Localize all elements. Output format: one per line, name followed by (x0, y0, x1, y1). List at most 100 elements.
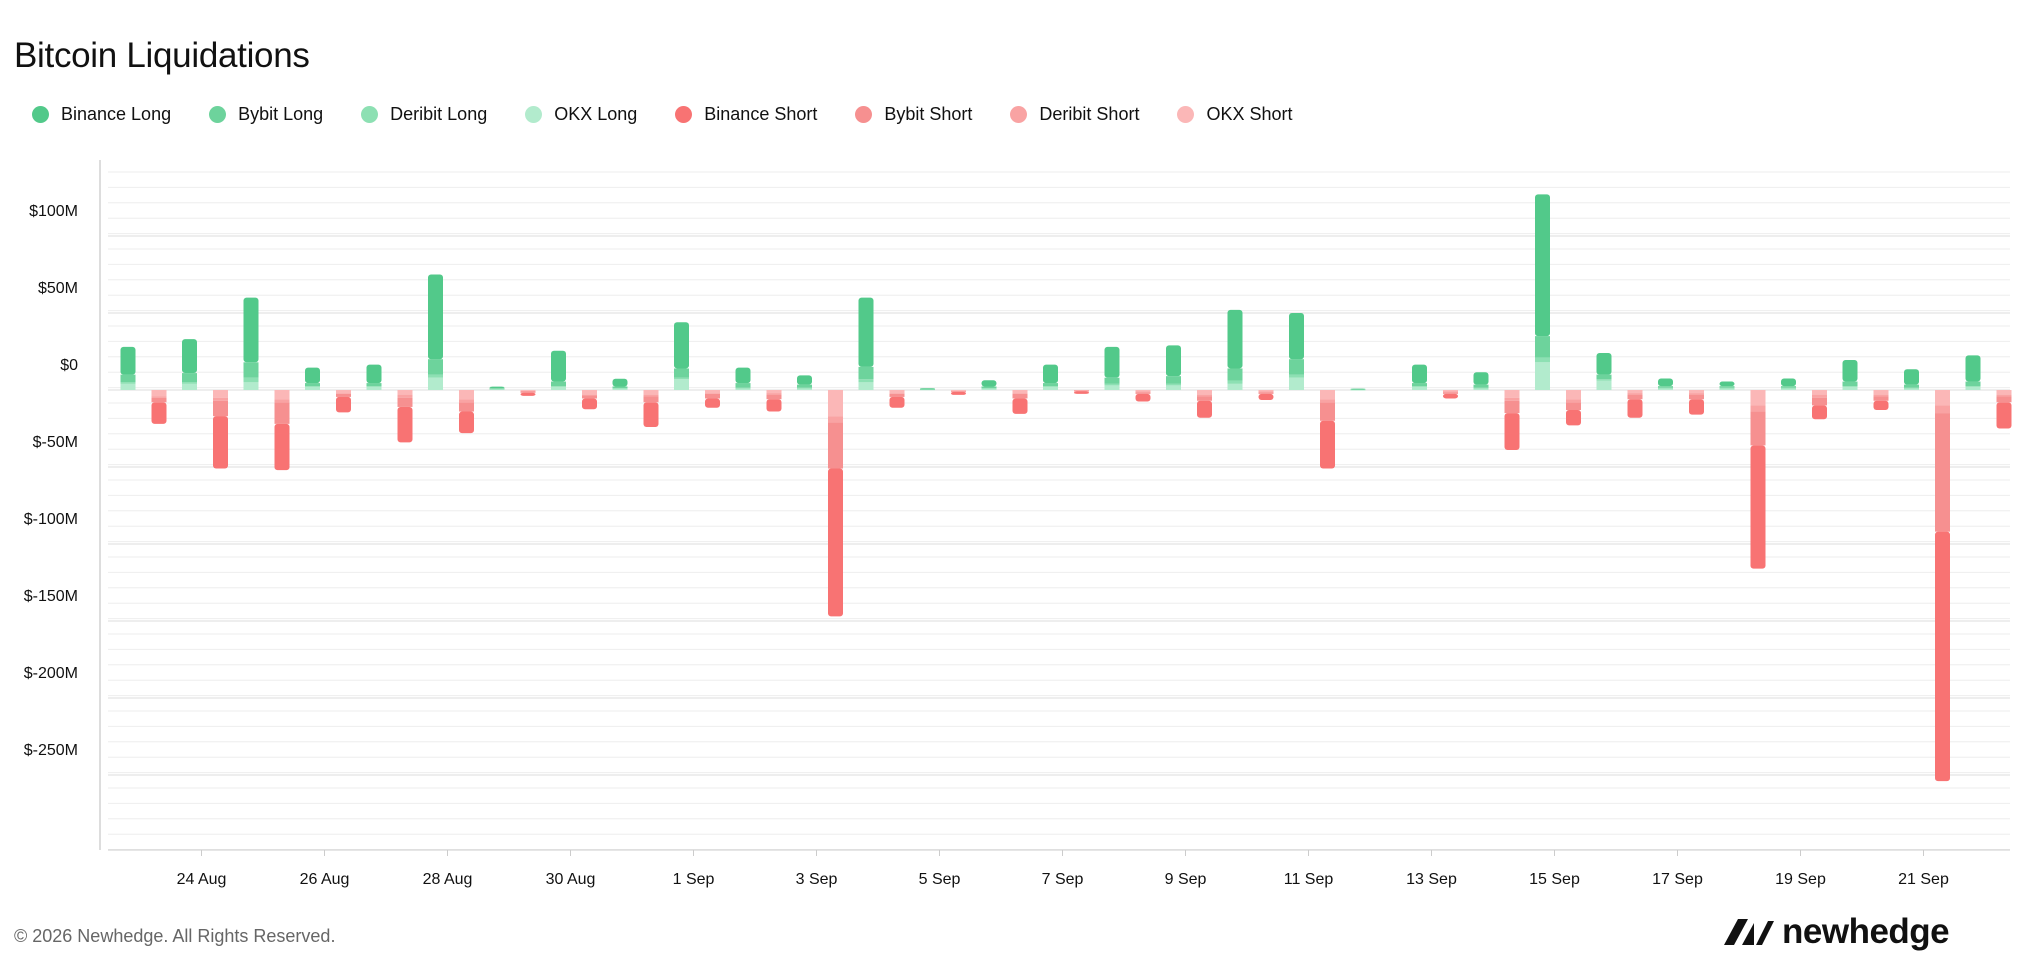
bar-segment (1750, 390, 1766, 406)
bar-segment (428, 359, 443, 375)
bar-segment (1719, 386, 1735, 388)
legend-label: Deribit Short (1039, 104, 1140, 124)
legend-item-okx-short[interactable]: OKX Short (1177, 104, 1293, 125)
bar-segment (520, 391, 536, 393)
bar-segment (1627, 393, 1643, 395)
bar-segment (1227, 368, 1243, 381)
x-tick-label: 9 Sep (1165, 871, 1207, 888)
bar-segment (1504, 397, 1520, 401)
bar-segment (1197, 390, 1212, 395)
bar-segment (1658, 388, 1673, 390)
bar-segment (274, 390, 290, 400)
bar-segment (1504, 400, 1520, 414)
bar-segment (705, 393, 720, 394)
legend-item-binance-short[interactable]: Binance Short (675, 104, 817, 125)
bar-segment (1566, 399, 1581, 403)
bar-segment (1104, 346, 1120, 378)
liquidations-chart: $100M $50M $0 $-50M $-100M $-150M $-200M $-250M… (24, 160, 2012, 888)
bar-segment (182, 373, 197, 383)
bar-segment (1227, 309, 1243, 369)
bar-segment (428, 274, 443, 360)
x-tick-label: 11 Sep (1284, 871, 1334, 888)
bar-segment (397, 406, 413, 443)
y-tick-label: $-100M (24, 511, 78, 528)
bar-segment (1842, 381, 1858, 387)
x-tick-label: 17 Sep (1652, 871, 1703, 888)
bar-segment (1596, 374, 1612, 380)
bar-segment (1627, 399, 1643, 418)
bar-segment (889, 393, 905, 394)
bar-segment (428, 377, 443, 390)
bar-segment (674, 377, 689, 380)
bar-segment (274, 423, 290, 471)
bar-segment (981, 387, 997, 389)
x-tick-label: 30 Aug (546, 871, 596, 888)
bar-segment (366, 386, 382, 390)
bar-segment (1473, 372, 1489, 385)
bar-segment (920, 388, 935, 390)
bar-segment (1873, 400, 1889, 411)
bar-segment (1350, 389, 1366, 390)
bar-segment (797, 375, 812, 385)
bar-segment (1443, 390, 1458, 392)
legend-item-deribit-short[interactable]: Deribit Short (1010, 104, 1139, 125)
bar-segment (1535, 194, 1550, 337)
legend-dot (32, 106, 49, 123)
bar-segment (1166, 385, 1181, 390)
bar-segment (1135, 392, 1151, 394)
bar-segment (1320, 420, 1335, 469)
bar-segment (1320, 390, 1335, 400)
legend-label: Bybit Long (238, 104, 324, 124)
bar-segment (1719, 381, 1735, 387)
legend-item-binance-long[interactable]: Binance Long (32, 104, 171, 125)
legend-dot (855, 106, 873, 123)
bar-segment (1781, 387, 1796, 389)
bar-segment (981, 388, 997, 390)
legend-dot (361, 106, 379, 123)
bar-segment (1197, 394, 1212, 397)
bar-segment (766, 399, 782, 412)
bar-segment (797, 384, 812, 388)
bar-segment (1473, 384, 1489, 388)
brand-name: newhedge (1782, 912, 1950, 951)
chart-title: Bitcoin Liquidations (14, 36, 310, 75)
bar-segment (1289, 377, 1304, 390)
legend-label: Deribit Long (390, 104, 488, 124)
bar-segment (1658, 378, 1673, 387)
legend-item-bybit-long[interactable]: Bybit Long (209, 104, 323, 125)
bar-segment (1812, 390, 1827, 395)
legend-item-bybit-short[interactable]: Bybit Short (855, 104, 972, 125)
bar-segment (1935, 531, 1950, 782)
bar-segment (797, 388, 812, 390)
copyright-text: © 2026 Newhedge. All Rights Reserved. (14, 926, 336, 946)
bar-segment (1135, 393, 1151, 402)
bar-segment (459, 390, 474, 400)
bar-segment (1781, 388, 1796, 390)
bar-segment (428, 374, 443, 378)
bar-segment (582, 394, 597, 396)
bar-segment (1750, 411, 1766, 446)
bar-segment (1566, 410, 1581, 426)
bar-segment (1658, 386, 1673, 388)
legend-item-deribit-long[interactable]: Deribit Long (361, 104, 487, 125)
legend-label: Binance Long (61, 104, 172, 124)
bar-segment (1719, 388, 1735, 390)
bar-segment (1781, 378, 1796, 387)
bar-segment (1012, 390, 1028, 394)
bar-segment (489, 389, 505, 390)
newhedge-logo[interactable]: newhedge (1724, 912, 1950, 952)
bar-segment (643, 402, 659, 427)
bar-segment (305, 367, 320, 384)
bar-segment (582, 395, 597, 399)
bar-segment (1258, 390, 1274, 392)
legend-item-okx-long[interactable]: OKX Long (525, 104, 637, 125)
bar-segment (951, 390, 966, 392)
bar-segment (1596, 379, 1612, 381)
bar-segment (1873, 396, 1889, 401)
bar-segment (612, 387, 628, 389)
bar-segment (1812, 405, 1827, 420)
x-tick-label: 5 Sep (919, 871, 961, 888)
bar-segment (366, 383, 382, 387)
bar-segment (858, 382, 874, 390)
bar-segment (151, 402, 167, 424)
